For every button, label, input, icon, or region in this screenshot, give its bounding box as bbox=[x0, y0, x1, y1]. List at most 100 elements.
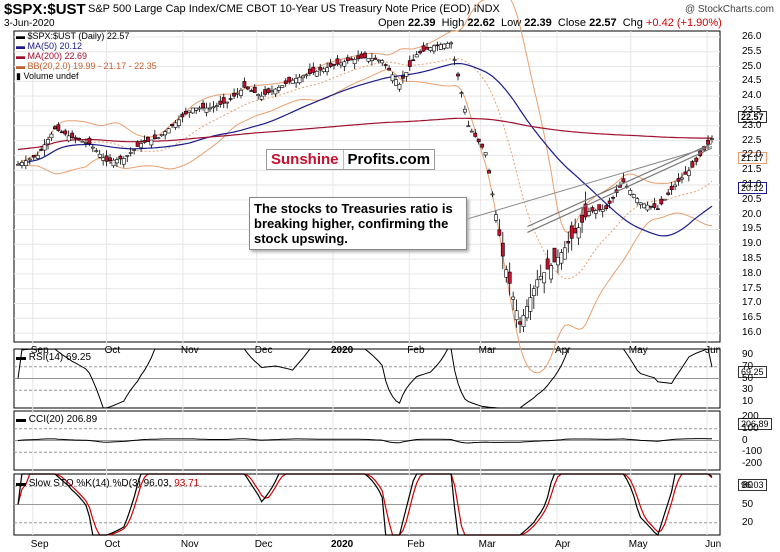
candle-body bbox=[373, 57, 378, 60]
candle-body bbox=[559, 252, 564, 264]
candle-body bbox=[607, 200, 612, 204]
trend-line-upper bbox=[527, 143, 713, 228]
candle-body bbox=[593, 210, 598, 214]
candle-body bbox=[394, 79, 398, 86]
candle-body bbox=[73, 137, 78, 140]
cci-tick-label: 0 bbox=[742, 434, 748, 446]
legend-volume-label: Volume undef bbox=[23, 71, 79, 81]
sto-k-line bbox=[17, 473, 713, 537]
rsi-tick-label: 10 bbox=[742, 396, 754, 408]
month-tick-label: Feb bbox=[407, 539, 425, 550]
candle-body bbox=[204, 107, 209, 113]
candle-body bbox=[494, 214, 498, 221]
candle-body bbox=[466, 125, 471, 128]
bb-lower-line bbox=[17, 69, 713, 374]
candle-body bbox=[414, 54, 419, 58]
candle-body bbox=[252, 86, 257, 93]
candle-body bbox=[649, 205, 653, 208]
candle-body bbox=[59, 131, 64, 134]
candle-body bbox=[590, 207, 595, 212]
candle-body bbox=[307, 68, 312, 74]
candle-body bbox=[239, 89, 243, 96]
candle-body bbox=[404, 72, 409, 77]
candle-body bbox=[170, 124, 174, 127]
candle-body bbox=[383, 64, 388, 66]
close-value: 22.57 bbox=[589, 17, 617, 29]
price-tick-label: 22.5 bbox=[742, 134, 762, 146]
sto-tick-label: 20 bbox=[742, 516, 754, 528]
open-value: 22.39 bbox=[407, 17, 436, 29]
candle-body bbox=[628, 190, 633, 195]
price-tick-label: 19.0 bbox=[742, 238, 762, 250]
month-tick-label: Dec bbox=[254, 345, 273, 356]
chg-value: +0.42 (+1.90%) bbox=[645, 17, 722, 29]
price-tick-label: 17.0 bbox=[742, 297, 762, 309]
cci-tick-label: 200 bbox=[742, 410, 759, 422]
candle-body bbox=[476, 138, 481, 143]
rsi-tick-label: 30 bbox=[742, 384, 754, 396]
candle-body bbox=[287, 76, 292, 83]
candle-body bbox=[290, 79, 295, 84]
candle-body bbox=[369, 58, 374, 61]
candle-body bbox=[280, 85, 285, 88]
candle-body bbox=[542, 272, 547, 284]
candle-body bbox=[142, 140, 147, 143]
candle-body bbox=[497, 229, 502, 236]
legend-ma50: ▬ MA(50) 20.12 bbox=[16, 41, 83, 51]
candle-body bbox=[445, 43, 450, 49]
candle-body bbox=[177, 119, 181, 126]
candle-body bbox=[673, 184, 677, 188]
candle-body bbox=[604, 205, 609, 210]
candle-body bbox=[31, 155, 36, 158]
candle-body bbox=[218, 100, 223, 105]
cci-panel-label: ▬ CCI(20) 206.89 bbox=[16, 414, 98, 425]
close-label: Close bbox=[557, 17, 587, 29]
legend-ma200-label: MA(200) 22.69 bbox=[27, 51, 88, 61]
candle-body bbox=[173, 122, 178, 128]
candle-body bbox=[263, 89, 267, 95]
candle-body bbox=[163, 131, 168, 136]
candle-body bbox=[20, 162, 24, 166]
price-tick-label: 24.0 bbox=[742, 90, 762, 102]
candle-body bbox=[676, 178, 681, 182]
candle-body bbox=[425, 46, 429, 50]
candle-body bbox=[304, 74, 309, 77]
month-tick-label: Dec bbox=[254, 539, 273, 550]
candle-body bbox=[518, 321, 522, 325]
watermark-sunshine: Sunshine bbox=[271, 151, 339, 168]
candle-body bbox=[421, 45, 426, 52]
candle-body bbox=[435, 44, 440, 47]
candle-body bbox=[314, 70, 319, 77]
high-value: 22.62 bbox=[467, 17, 495, 29]
candle-body bbox=[125, 155, 130, 157]
candle-body bbox=[235, 92, 240, 95]
price-tick-label: 24.5 bbox=[742, 75, 762, 87]
candle-body bbox=[504, 269, 509, 278]
candle-body bbox=[325, 67, 330, 73]
candle-body bbox=[94, 150, 99, 152]
candle-body bbox=[352, 59, 357, 64]
candle-body bbox=[407, 60, 412, 67]
candle-body bbox=[194, 107, 199, 111]
candle-body bbox=[556, 256, 560, 266]
cci-tag: 206.89 bbox=[738, 418, 772, 430]
candle-body bbox=[545, 258, 550, 270]
candle-body bbox=[301, 75, 305, 79]
panel-frame bbox=[13, 30, 721, 343]
candle-body bbox=[242, 81, 247, 88]
candle-body bbox=[359, 53, 364, 59]
candle-body bbox=[652, 203, 657, 208]
candle-body bbox=[638, 202, 643, 205]
rsi-label: RSI(14) 69.25 bbox=[28, 352, 92, 363]
candle-body bbox=[583, 203, 588, 218]
annotation-callout: The stocks to Treasuries ratio is breaki… bbox=[249, 197, 467, 250]
candle-body bbox=[321, 68, 326, 72]
candle-body bbox=[152, 134, 157, 140]
bb-mid-tag: 21.17 bbox=[738, 152, 767, 164]
price-tick-label: 25.5 bbox=[742, 45, 762, 57]
price-tick-label: 16.0 bbox=[742, 327, 762, 339]
candle-body bbox=[390, 74, 395, 82]
rsi-tick-label: 70 bbox=[742, 360, 754, 372]
candle-body bbox=[686, 170, 691, 176]
candle-body bbox=[104, 155, 109, 162]
